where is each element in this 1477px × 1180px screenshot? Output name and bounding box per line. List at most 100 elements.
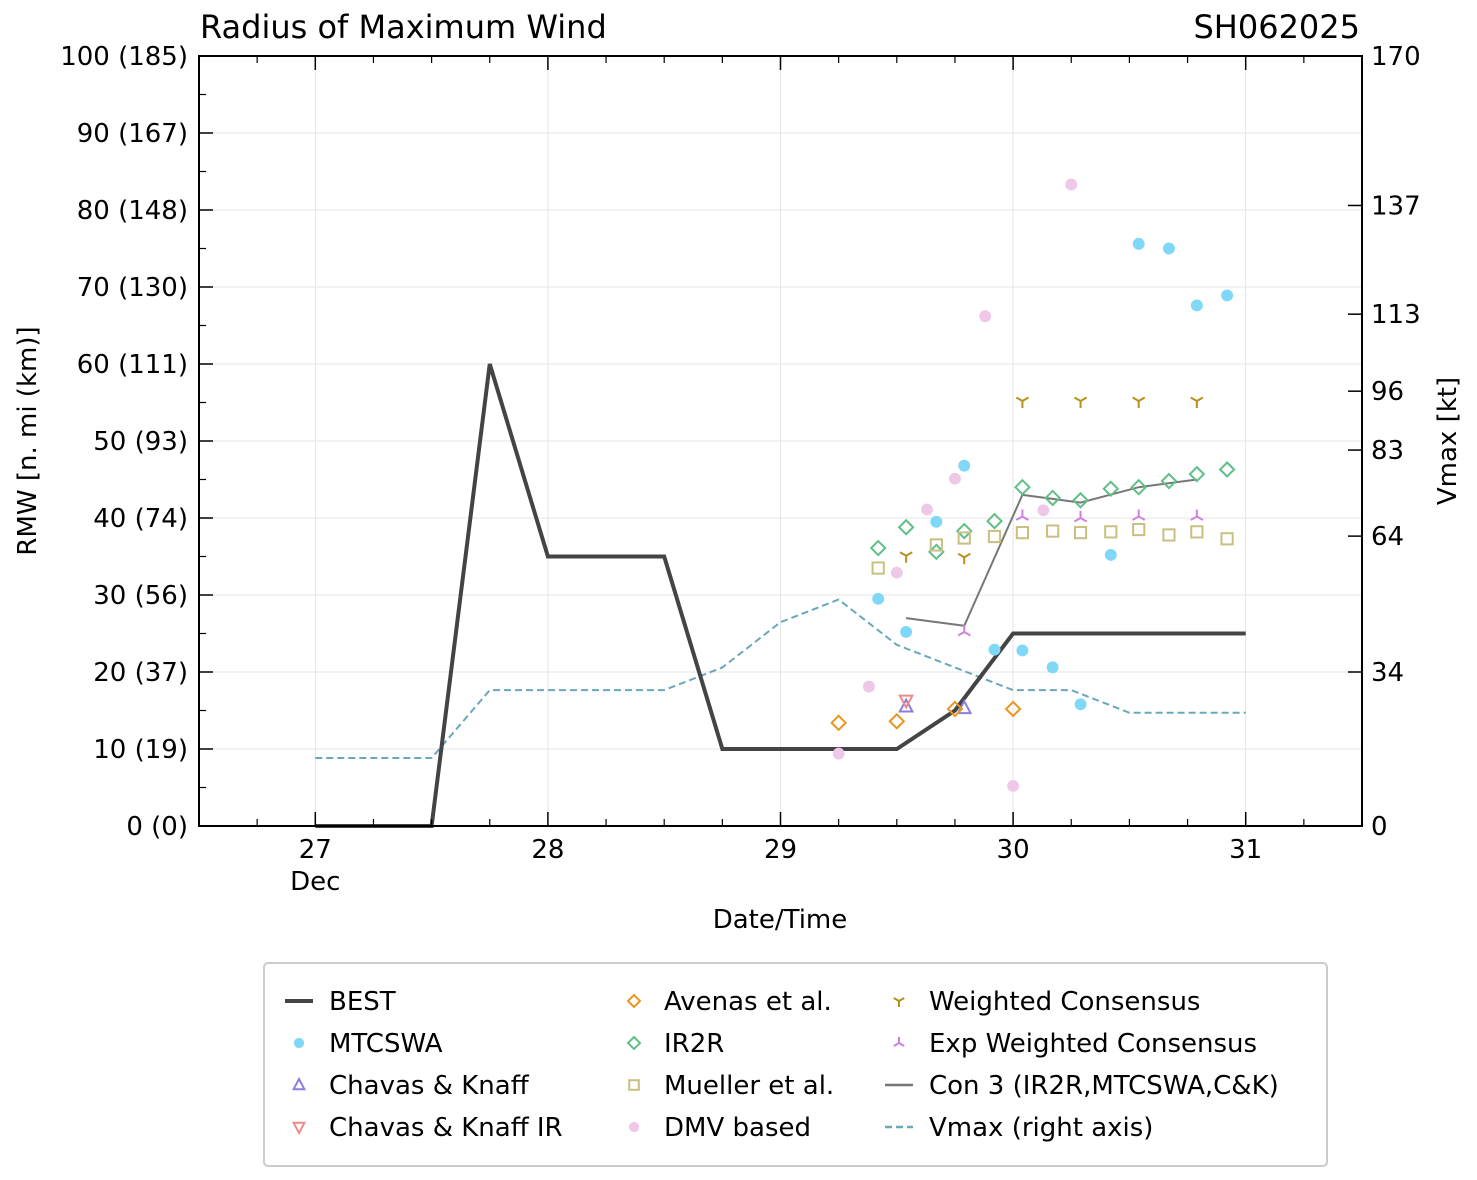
legend-swatch (893, 997, 905, 1007)
point-mtcswa (1132, 237, 1145, 250)
point-avenas-et-al (1004, 700, 1022, 718)
point-dmv-based (1007, 780, 1020, 792)
point-mueller-et-al (1132, 522, 1146, 537)
point-mtcswa (1016, 644, 1029, 657)
point-mueller-et-al (1220, 532, 1234, 546)
legend-swatch (628, 1079, 640, 1091)
point-mtcswa (930, 515, 943, 528)
chart-title: Radius of Maximum Wind (200, 8, 607, 46)
point-avenas-et-al (830, 714, 848, 732)
point-mueller-et-al (1104, 525, 1118, 539)
legend-item: Exp Weighted Consensus (893, 1029, 1257, 1059)
point-mtcswa (1162, 242, 1175, 255)
point-ir2r (1102, 480, 1120, 498)
y-right-tick-label: 83 (1371, 436, 1404, 466)
point-mueller-et-al (1046, 524, 1060, 538)
legend-swatch (626, 993, 642, 1009)
legend-label: Weighted Consensus (929, 987, 1200, 1017)
legend-label: Vmax (right axis) (929, 1113, 1153, 1143)
point-chavas-knaff-ir (898, 694, 915, 710)
legend-label: DMV based (664, 1113, 811, 1143)
point-dmv-based (862, 680, 875, 693)
point-dmv-based (979, 310, 992, 323)
y-right-tick-label: 0 (1371, 812, 1388, 842)
legend-label: Exp Weighted Consensus (929, 1029, 1257, 1059)
y-right-tick-label: 113 (1371, 300, 1421, 330)
y-tick-label: 40 (74) (93, 504, 188, 534)
point-exp-weighted-consensus (1190, 509, 1204, 521)
legend-label: Chavas & Knaff (329, 1071, 530, 1101)
point-mueller-et-al (1015, 526, 1030, 540)
point-exp-weighted-consensus (1015, 509, 1029, 521)
y-tick-label: 90 (167) (77, 119, 188, 149)
point-mtcswa (958, 459, 971, 472)
legend-swatch (626, 1035, 642, 1051)
y-right-tick-label: 64 (1371, 522, 1404, 552)
point-ir2r (897, 518, 915, 536)
y-tick-label: 100 (185) (60, 42, 188, 72)
point-ir2r (1188, 465, 1206, 483)
axes: 0 (0) 10 (19) 20 (37) 30 (56) 40 (74) 50 (93)… (60, 42, 1420, 897)
legend-swatch (293, 1037, 305, 1049)
y-axis-label: RMW [n. mi (km)] (13, 326, 43, 555)
point-ir2r (869, 539, 887, 557)
legend-item: Mueller et al. (628, 1071, 834, 1101)
point-dmv-based (832, 747, 845, 760)
legend-box (263, 962, 1328, 1167)
point-mueller-et-al (871, 561, 885, 575)
series-line-vmax-right-axis (315, 598, 1246, 760)
legend-item: Con 3 (IR2R,MTCSWA,C&K) (885, 1071, 1279, 1101)
legend-label: MTCSWA (329, 1029, 443, 1059)
legend: BEST MTCSWA Chavas & Knaff Chavas & Knaff I… (263, 962, 1328, 1167)
point-mtcswa (1074, 698, 1087, 711)
y-tick-label: 50 (93) (93, 427, 188, 457)
series-line-best (315, 363, 1246, 828)
legend-item: Chavas & Knaff IR (291, 1113, 563, 1143)
legend-label: Mueller et al. (664, 1071, 834, 1101)
point-mtcswa (1104, 549, 1117, 561)
point-weighted-consensus (1132, 396, 1146, 408)
point-ir2r (986, 512, 1003, 530)
legend-label: BEST (329, 987, 396, 1017)
point-mtcswa (1221, 289, 1234, 302)
point-avenas-et-al (888, 712, 906, 730)
point-mtcswa (1190, 299, 1203, 312)
x-tick-label: 28 (531, 835, 564, 865)
legend-swatch (628, 1121, 640, 1133)
point-exp-weighted-consensus (1132, 509, 1146, 521)
legend-item: BEST (285, 987, 396, 1017)
legend-item: Avenas et al. (626, 987, 832, 1017)
legend-item: DMV based (628, 1113, 811, 1143)
grid (199, 55, 1362, 827)
legend-item: MTCSWA (293, 1029, 443, 1059)
legend-item: Chavas & Knaff (291, 1071, 530, 1101)
y-right-tick-label: 170 (1371, 42, 1421, 72)
point-mueller-et-al (1073, 526, 1088, 540)
point-weighted-consensus (957, 552, 971, 565)
y-right-tick-label: 96 (1371, 377, 1404, 407)
legend-swatch (291, 1076, 307, 1091)
point-chavas-knaff (898, 697, 915, 713)
point-exp-weighted-consensus (1073, 511, 1088, 523)
legend-item: Weighted Consensus (893, 987, 1200, 1017)
point-mtcswa (988, 643, 1001, 656)
y-tick-label: 10 (19) (93, 735, 188, 765)
y-right-tick-label: 137 (1371, 191, 1421, 221)
legend-label: IR2R (664, 1029, 724, 1059)
legend-label: Chavas & Knaff IR (329, 1113, 563, 1143)
point-mueller-et-al (987, 529, 1002, 544)
x-tick-label: 31 (1229, 835, 1262, 865)
point-weighted-consensus (899, 551, 913, 563)
legend-item: IR2R (626, 1029, 724, 1059)
y-tick-label: 20 (37) (93, 658, 188, 688)
y-axis-right-label: Vmax [kt] (1433, 377, 1463, 505)
x-tick-label: 27 (299, 835, 332, 865)
series-layer (315, 178, 1246, 828)
legend-label: Avenas et al. (664, 987, 832, 1017)
point-exp-weighted-consensus (957, 624, 971, 637)
x-axis-label: Date/Time (713, 905, 848, 935)
point-weighted-consensus (1015, 396, 1029, 408)
y-tick-label: 80 (148) (77, 196, 188, 226)
point-dmv-based (1065, 178, 1078, 191)
